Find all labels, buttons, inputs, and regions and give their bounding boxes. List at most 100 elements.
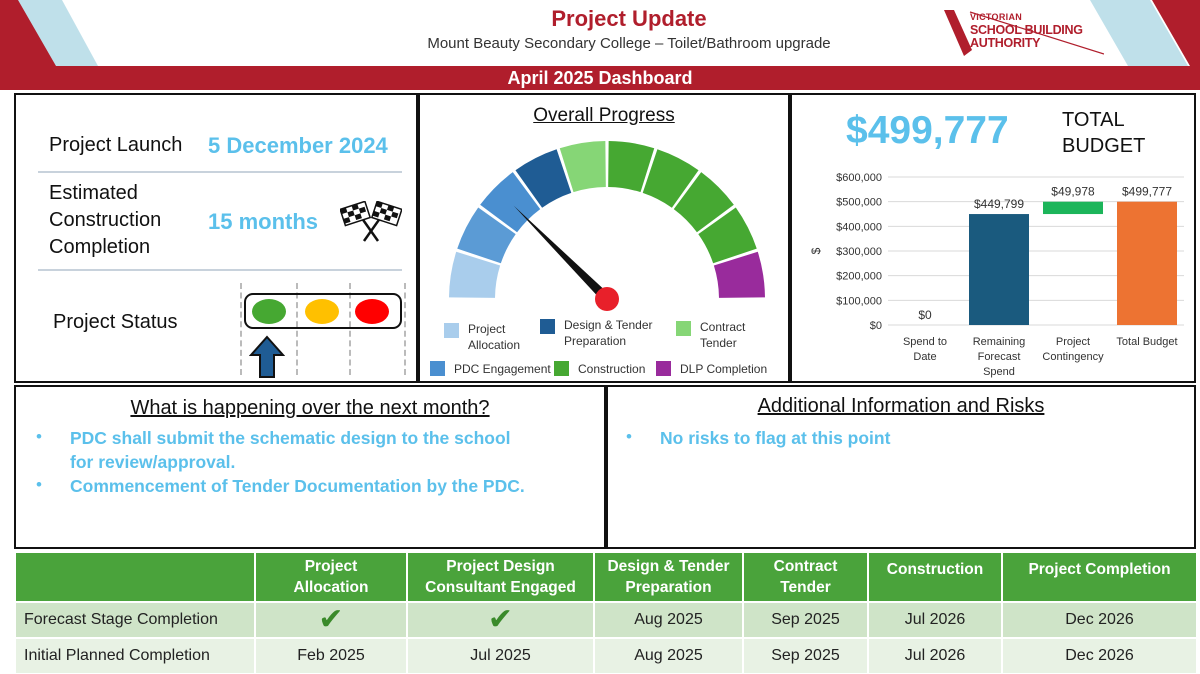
x-tick-label: Remaining (973, 336, 1026, 348)
total-budget-label-line1: TOTAL (1062, 109, 1125, 131)
bullet-dot: • (36, 427, 42, 446)
page-header: Project Update Mount Beauty Secondary Co… (0, 0, 1200, 66)
x-tick-label: Total Budget (1116, 336, 1177, 348)
checkered-flags-icon (340, 201, 402, 242)
completion-label-2: Construction (49, 209, 162, 231)
gauge-segment (515, 149, 572, 208)
budget-waterfall-chart: $0 $100,000 $200,000 $300,000 $400,000 $500,0… (809, 172, 1184, 378)
bar (969, 214, 1029, 325)
column-header-line: Design & Tender (607, 558, 730, 575)
divider (38, 171, 402, 173)
y-tick-label: $500,000 (836, 197, 882, 209)
bar (1043, 201, 1103, 215)
progress-title: Overall Progress (533, 105, 675, 126)
stage-timeline-table: Project Allocation Project Design Consulta… (14, 551, 1198, 674)
legend-swatch (444, 323, 459, 338)
data-label: $499,777 (1122, 185, 1172, 199)
legend-label: DLP Completion (680, 362, 768, 376)
status-divider (404, 283, 406, 375)
table-cell: Sep 2025 (742, 637, 869, 674)
traffic-light-indicator (244, 293, 402, 329)
legend-swatch (430, 361, 445, 376)
table-header-row: Project Allocation Project Design Consulta… (14, 551, 1198, 603)
logo-text-1: VICTORIAN (970, 12, 1023, 22)
up-arrow-icon (249, 335, 285, 378)
table-row: Forecast Stage Completion ✔ ✔ Aug 2025 S… (14, 601, 1198, 639)
next-month-item: Commencement of Tender Documentation by … (70, 474, 525, 498)
gauge-segment (698, 207, 757, 264)
legend-label: PDC Engagement (454, 362, 551, 376)
table-cell: Feb 2025 (254, 637, 408, 674)
page-title: Project Update (551, 6, 707, 31)
next-month-panel: What is happening over the next month? •… (14, 385, 606, 549)
column-header-line: Project (304, 558, 358, 575)
table-corner (14, 551, 256, 603)
launch-value: 5 December 2024 (208, 133, 388, 158)
row-label: Initial Planned Completion (14, 637, 256, 674)
next-month-item-line: PDC shall submit the schematic design to… (70, 428, 511, 448)
column-header-line: Preparation (625, 579, 712, 596)
divider (38, 269, 402, 271)
column-header: Contract Tender (742, 551, 869, 603)
table-row: Initial Planned Completion Feb 2025 Jul … (14, 637, 1198, 674)
legend-label: Design & Tender Preparation (564, 318, 653, 348)
y-tick-label: $300,000 (836, 246, 882, 258)
legend-label: Project Allocation (468, 322, 521, 352)
table-cell: Aug 2025 (593, 637, 744, 674)
status-divider (349, 283, 351, 375)
gauge-segment (559, 141, 606, 193)
gauge-segment (608, 141, 655, 193)
bullet-dot: • (36, 475, 42, 494)
x-tick-label: Project (1056, 336, 1090, 348)
bullet-dot: • (626, 427, 632, 446)
y-tick-label: $0 (870, 320, 882, 332)
next-month-item: PDC shall submit the schematic design to… (70, 426, 511, 474)
gauge-segment (457, 207, 516, 264)
data-label: $49,978 (1051, 185, 1095, 199)
gauge-segment (713, 251, 765, 298)
legend-swatch (656, 361, 671, 376)
gauge-needle (513, 205, 611, 303)
bar (1117, 201, 1177, 325)
status-light-green (252, 299, 286, 324)
y-tick-label: $100,000 (836, 295, 882, 307)
next-month-title: What is happening over the next month? (130, 397, 490, 419)
column-header: Project Allocation (254, 551, 408, 603)
legend-label: Contract Tender (700, 320, 746, 350)
y-tick-label: $200,000 (836, 271, 882, 283)
gauge-segment (449, 251, 501, 298)
gauge-hub (595, 287, 619, 311)
y-axis-label: $ (809, 247, 823, 254)
status-label: Project Status (53, 311, 178, 333)
column-header-line: Consultant Engaged (425, 579, 576, 596)
x-tick-label: Spend (983, 366, 1015, 378)
status-divider (296, 283, 298, 375)
x-tick-label: Spend to (903, 336, 947, 348)
legend-swatch (554, 361, 569, 376)
dashboard-banner: April 2025 Dashboard (0, 66, 1200, 90)
total-budget-value: $499,777 (846, 109, 1009, 152)
legend-swatch (676, 321, 691, 336)
status-light-amber (305, 299, 339, 324)
next-month-item-line: for review/approval. (70, 452, 236, 472)
column-header: Design & Tender Preparation (593, 551, 744, 603)
risks-panel: Additional Information and Risks • No ri… (606, 385, 1196, 549)
progress-gauge (449, 141, 765, 311)
table-cell: Jul 2026 (867, 601, 1003, 639)
gauge-segment (673, 172, 734, 233)
completion-label-1: Estimated (49, 182, 138, 204)
table-cell: Dec 2026 (1001, 601, 1198, 639)
vsba-logo: VICTORIAN SCHOOL BUILDING AUTHORITY (944, 10, 1104, 56)
page-subtitle: Mount Beauty Secondary College – Toilet/… (427, 35, 831, 52)
status-light-red (355, 299, 389, 324)
logo-mark-icon (944, 10, 1104, 56)
risks-title: Additional Information and Risks (757, 395, 1045, 417)
gauge-segment (642, 149, 699, 208)
next-month-item-line: Commencement of Tender Documentation by … (70, 476, 525, 496)
y-tick-label: $600,000 (836, 172, 882, 184)
logo-text-2: SCHOOL BUILDING (970, 23, 1083, 37)
budget-panel: $499,777 TOTAL BUDGET $0 $100,000 $200,000… (790, 93, 1196, 383)
table-cell: Sep 2025 (742, 601, 869, 639)
header-decoration (0, 0, 1200, 66)
data-label: $449,799 (974, 197, 1024, 211)
